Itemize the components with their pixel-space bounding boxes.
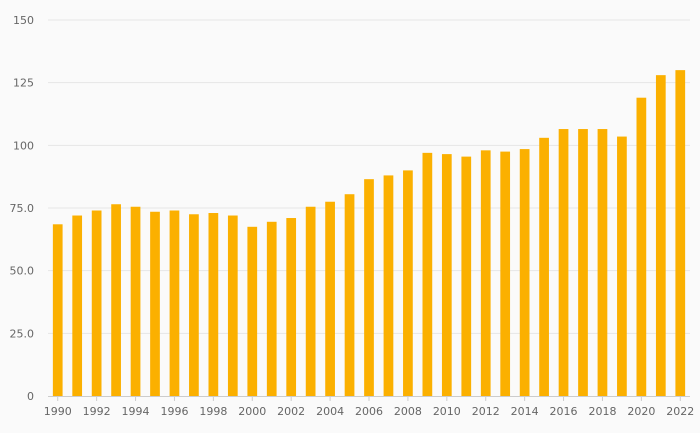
x-tick-label: 2002 — [277, 405, 305, 418]
x-tick-label: 2004 — [316, 405, 344, 418]
bar-1995 — [150, 211, 160, 396]
bar-2014 — [519, 149, 530, 396]
y-tick-label: 100 — [13, 139, 34, 152]
bar-2011 — [461, 156, 472, 396]
bar-1993 — [111, 204, 121, 396]
x-tick-label: 2016 — [550, 405, 578, 418]
y-tick-label: 125 — [13, 77, 34, 90]
x-tick-label: 1998 — [199, 405, 227, 418]
bar-2007 — [383, 175, 394, 396]
x-tick-label: 1994 — [122, 405, 150, 418]
x-tick-label: 2000 — [238, 405, 266, 418]
bar-1992 — [91, 210, 102, 396]
bar-1994 — [130, 206, 141, 396]
bar-1996 — [169, 210, 180, 396]
x-tick-label: 2006 — [355, 405, 383, 418]
bar-2006 — [364, 179, 374, 396]
x-tick-label: 2008 — [394, 405, 422, 418]
bar-2021 — [655, 75, 666, 396]
bar-2003 — [305, 206, 316, 396]
x-tick-label: 1990 — [44, 405, 72, 418]
y-tick-label: 25.0 — [10, 327, 35, 340]
bar-1990 — [52, 224, 63, 396]
y-tick-label: 0 — [27, 390, 34, 403]
bar-2004 — [325, 201, 335, 396]
bar-1991 — [72, 215, 83, 396]
x-tick-label: 2022 — [666, 405, 694, 418]
y-axis: 0 25.0 50.0 75.0 100 125 150 — [10, 14, 35, 403]
bar-1999 — [227, 215, 238, 396]
bar-1998 — [208, 213, 219, 396]
bar-2017 — [578, 129, 588, 397]
bar-2022 — [675, 70, 686, 396]
bar-2010 — [441, 154, 452, 396]
x-tick-label: 2010 — [433, 405, 461, 418]
bar-2013 — [500, 151, 511, 396]
x-tick-label: 2012 — [472, 405, 500, 418]
y-tick-label: 75.0 — [10, 202, 35, 215]
bar-2005 — [344, 194, 355, 396]
x-tick-label: 2018 — [588, 405, 616, 418]
y-tick-label: 50.0 — [10, 265, 35, 278]
x-axis: 1990 1992 1994 1996 1998 2000 2002 2004 2006 2008… — [44, 396, 694, 418]
bar-2008 — [403, 170, 413, 396]
bar-2012 — [480, 150, 491, 396]
bar-2015 — [539, 137, 549, 396]
y-tick-label: 150 — [13, 14, 34, 27]
bar-2002 — [286, 218, 297, 396]
bar-2000 — [247, 226, 258, 396]
bars — [52, 70, 686, 397]
bar-2019 — [617, 136, 627, 396]
x-tick-label: 1992 — [83, 405, 111, 418]
bar-1997 — [189, 214, 199, 396]
bar-2009 — [422, 152, 433, 396]
bar-2001 — [266, 221, 277, 396]
bar-2016 — [558, 129, 569, 397]
x-tick-label: 2020 — [627, 405, 655, 418]
bar-2018 — [597, 129, 608, 397]
bar-2020 — [636, 97, 647, 396]
x-tick-label: 1996 — [160, 405, 188, 418]
x-tick-label: 2014 — [511, 405, 539, 418]
